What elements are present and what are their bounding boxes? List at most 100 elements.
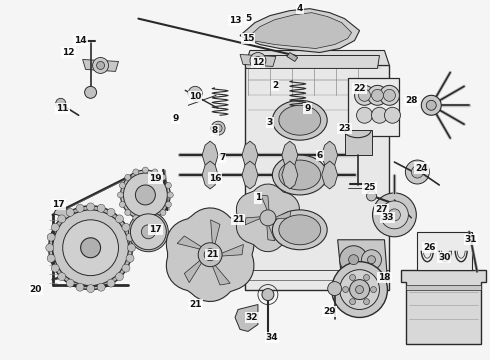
FancyBboxPatch shape: [417, 232, 472, 270]
Circle shape: [204, 249, 216, 261]
Polygon shape: [235, 305, 258, 332]
Text: 27: 27: [375, 206, 388, 215]
Circle shape: [250, 53, 266, 68]
Circle shape: [371, 107, 388, 123]
Circle shape: [47, 233, 55, 241]
Text: 14: 14: [74, 36, 87, 45]
Circle shape: [133, 169, 139, 175]
Text: 23: 23: [339, 124, 351, 133]
Text: 20: 20: [29, 285, 42, 294]
Circle shape: [160, 174, 166, 180]
Circle shape: [152, 169, 158, 175]
Circle shape: [76, 283, 84, 291]
Circle shape: [142, 225, 155, 239]
Circle shape: [160, 210, 166, 216]
Circle shape: [368, 256, 375, 264]
Text: 25: 25: [363, 184, 376, 193]
Text: 29: 29: [323, 307, 336, 316]
Circle shape: [49, 206, 132, 289]
Text: 24: 24: [415, 163, 428, 172]
Circle shape: [343, 287, 348, 293]
Text: 21: 21: [206, 250, 219, 259]
Polygon shape: [202, 161, 218, 189]
Polygon shape: [211, 262, 230, 285]
Circle shape: [116, 215, 123, 223]
Circle shape: [120, 183, 125, 188]
Circle shape: [122, 223, 130, 231]
Text: 16: 16: [209, 174, 221, 183]
Text: 8: 8: [212, 126, 218, 135]
Circle shape: [332, 262, 388, 318]
Text: 21: 21: [189, 300, 201, 309]
Text: 31: 31: [465, 235, 477, 244]
Circle shape: [198, 243, 222, 267]
Circle shape: [372, 193, 416, 237]
Text: 15: 15: [242, 34, 254, 43]
Polygon shape: [401, 270, 486, 345]
Circle shape: [123, 173, 167, 217]
Text: 26: 26: [423, 243, 436, 252]
Circle shape: [97, 62, 104, 69]
Circle shape: [262, 289, 274, 301]
Circle shape: [66, 208, 74, 216]
Polygon shape: [322, 161, 338, 189]
Circle shape: [340, 246, 368, 274]
Circle shape: [143, 217, 148, 223]
Circle shape: [116, 273, 123, 280]
Text: 32: 32: [245, 313, 258, 322]
Polygon shape: [242, 161, 258, 189]
Polygon shape: [282, 141, 298, 169]
Text: 17: 17: [52, 201, 65, 210]
Circle shape: [135, 185, 155, 205]
Circle shape: [143, 167, 148, 173]
Ellipse shape: [279, 160, 321, 190]
Circle shape: [97, 283, 105, 291]
Polygon shape: [322, 141, 338, 169]
Text: 7: 7: [219, 153, 225, 162]
Circle shape: [58, 215, 66, 223]
Ellipse shape: [272, 100, 327, 140]
Text: 9: 9: [305, 104, 311, 113]
Circle shape: [58, 273, 66, 280]
Circle shape: [120, 202, 125, 207]
Circle shape: [125, 174, 131, 180]
Circle shape: [367, 191, 376, 201]
Circle shape: [405, 160, 429, 184]
Circle shape: [356, 285, 364, 293]
Circle shape: [384, 89, 395, 101]
Circle shape: [389, 209, 400, 221]
Text: 11: 11: [56, 104, 69, 113]
Circle shape: [130, 214, 166, 250]
Circle shape: [93, 58, 108, 73]
Circle shape: [254, 57, 262, 64]
Circle shape: [328, 282, 342, 296]
Text: 17: 17: [149, 225, 162, 234]
Circle shape: [56, 98, 66, 108]
Text: 21: 21: [232, 215, 245, 224]
Circle shape: [362, 250, 382, 270]
Circle shape: [357, 107, 372, 123]
Polygon shape: [83, 59, 119, 71]
Circle shape: [87, 203, 95, 211]
Polygon shape: [218, 244, 244, 256]
Polygon shape: [245, 50, 390, 66]
Text: 28: 28: [405, 96, 417, 105]
Circle shape: [128, 212, 168, 252]
Circle shape: [166, 202, 171, 207]
Polygon shape: [177, 236, 205, 250]
Polygon shape: [267, 224, 275, 241]
Circle shape: [214, 124, 222, 132]
Circle shape: [152, 215, 158, 221]
Text: 3: 3: [267, 118, 273, 127]
Circle shape: [107, 208, 115, 216]
Circle shape: [349, 275, 356, 280]
Polygon shape: [344, 130, 371, 155]
Polygon shape: [338, 240, 388, 280]
FancyBboxPatch shape: [347, 78, 399, 136]
Circle shape: [85, 86, 97, 98]
Text: 9: 9: [172, 114, 178, 123]
Polygon shape: [211, 220, 220, 248]
Polygon shape: [287, 53, 298, 62]
Polygon shape: [166, 208, 254, 301]
Circle shape: [122, 264, 130, 272]
